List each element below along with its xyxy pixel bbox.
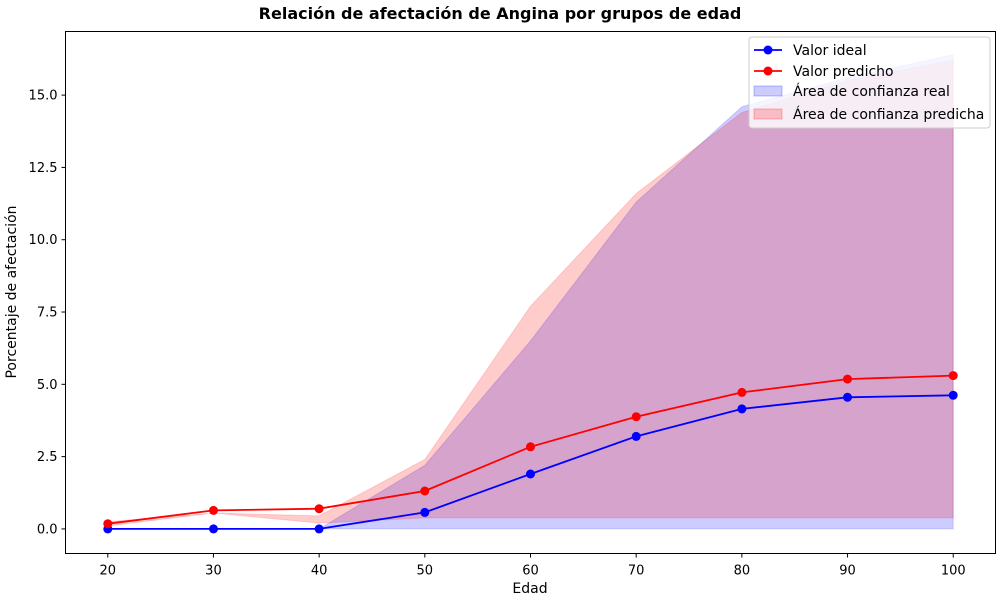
legend-label-ideal: Valor ideal xyxy=(793,43,867,59)
legend-box xyxy=(748,36,991,129)
y-tick-label: 2.5 xyxy=(37,450,58,465)
series-0-point xyxy=(420,507,430,517)
y-tick-label: 10.0 xyxy=(29,233,58,248)
confidence-band-1 xyxy=(107,59,954,527)
series-1-point xyxy=(631,412,641,422)
x-tick-label: 100 xyxy=(941,564,966,579)
series-0-point xyxy=(948,390,958,400)
legend-label-predicha: Área de confianza predicha xyxy=(793,106,984,123)
y-tick-label: 7.5 xyxy=(37,306,58,321)
x-tick-label: 80 xyxy=(734,564,751,579)
series-0-point xyxy=(526,469,535,479)
y-tick-label: 15.0 xyxy=(29,89,58,104)
y-tick-label: 0.0 xyxy=(37,522,58,537)
series-0-point xyxy=(631,431,641,441)
series-1-point xyxy=(843,374,852,384)
series-0-point xyxy=(843,392,852,402)
series-points xyxy=(103,371,958,534)
series-1-point xyxy=(314,504,324,514)
series-0-point xyxy=(314,524,324,534)
y-tick-label: 12.5 xyxy=(29,161,58,176)
y-axis-ticks: 0.0 2.5 5.0 7.5 10.0 12.5 15.0 xyxy=(29,89,66,537)
series-1-point xyxy=(420,486,430,496)
x-axis-label: Edad xyxy=(512,581,547,597)
legend-marker-ideal xyxy=(763,45,773,55)
x-axis-ticks: 20 30 40 50 60 70 80 90 100 xyxy=(99,553,966,579)
legend-label-predicho: Valor predicho xyxy=(793,64,894,80)
x-tick-label: 60 xyxy=(522,564,539,579)
x-tick-label: 90 xyxy=(839,564,856,579)
legend-swatch-real xyxy=(753,85,783,97)
x-tick-label: 50 xyxy=(417,564,434,579)
series-1-point xyxy=(209,505,218,515)
x-tick-label: 30 xyxy=(205,564,222,579)
legend-label-real: Área de confianza real xyxy=(793,83,950,100)
chart-title: Relación de afectación de Angina por gru… xyxy=(259,4,742,23)
legend-marker-predicho xyxy=(763,66,773,76)
legend-swatch-predicha xyxy=(753,108,783,120)
x-tick-label: 20 xyxy=(99,564,116,579)
y-tick-label: 5.0 xyxy=(37,378,58,393)
series-0-point xyxy=(209,524,218,534)
series-1-point xyxy=(526,442,535,452)
series-1-point xyxy=(103,519,113,529)
legend: Valor ideal Valor predicho Área de confi… xyxy=(748,36,991,129)
x-tick-label: 70 xyxy=(628,564,645,579)
series-1-point xyxy=(948,371,958,381)
x-tick-label: 40 xyxy=(311,564,328,579)
series-1-point xyxy=(737,387,747,397)
series-0-point xyxy=(737,404,747,414)
y-axis-label: Porcentaje de afectación xyxy=(4,205,20,378)
